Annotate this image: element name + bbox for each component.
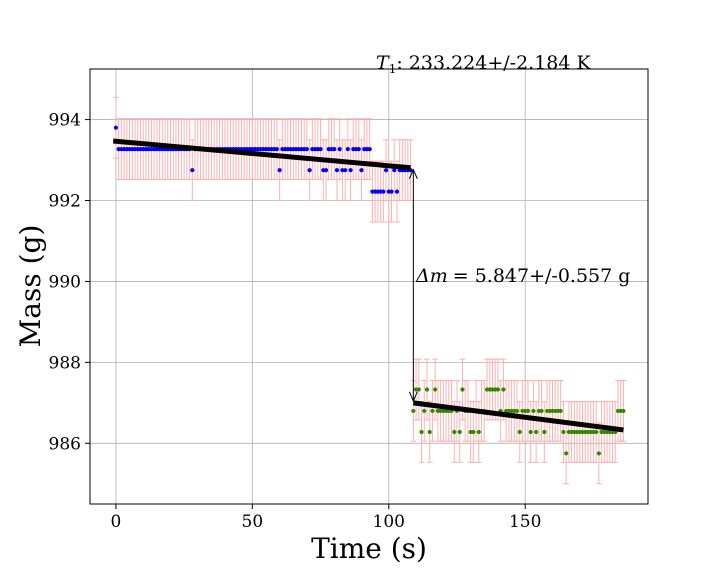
error-bars (112, 96, 627, 485)
x-tick-label: 100 (373, 512, 405, 532)
data-point-series-2 (419, 429, 424, 435)
x-axis-label: Time (s) (311, 532, 427, 565)
data-point-series-2 (422, 408, 427, 414)
data-point-series-2 (517, 429, 522, 435)
data-point-series-1 (345, 147, 350, 152)
data-point-series-2 (424, 387, 430, 392)
data-point-series-2 (427, 429, 432, 435)
temperature-subscript: 1 (389, 62, 397, 76)
data-point-series-1 (277, 168, 282, 173)
data-point-series-1 (348, 168, 353, 173)
data-point-series-2 (525, 408, 531, 414)
fit-line (112, 138, 411, 171)
data-point-series-1 (337, 147, 342, 152)
temperature-value: : 233.224+/-2.184 K (396, 52, 591, 74)
data-point-series-2 (416, 387, 421, 392)
plot-frame (89, 68, 649, 505)
data-point-series-1 (367, 147, 372, 152)
delta-arrow (408, 168, 418, 403)
data-point-series-2 (471, 429, 476, 435)
data-point-series-1 (343, 168, 348, 173)
data-point-series-2 (430, 408, 435, 414)
x-tick-label: 150 (509, 512, 541, 532)
x-axis-ticks: 0 50 100 150 (111, 504, 541, 532)
x-tick-label: 0 (111, 512, 122, 532)
data-point-series-2 (495, 387, 501, 392)
data-point-series-2 (476, 429, 481, 435)
data-point-series-1 (334, 168, 340, 173)
data-point-series-1 (359, 168, 364, 173)
delta-m-symbol: Δm (415, 265, 448, 287)
data-point-series-1 (113, 125, 119, 130)
data-point-series-2 (564, 451, 569, 456)
data-point-series-2 (514, 408, 520, 414)
data-point-series-1 (274, 147, 280, 152)
data-point-series-2 (528, 429, 533, 435)
delta-arrow-head-top (408, 168, 418, 179)
data-point-series-1 (318, 147, 323, 152)
fit-lines (112, 138, 624, 433)
y-axis-ticks: 986 988 990 992 994 (49, 111, 90, 454)
data-point-series-1 (356, 147, 361, 152)
data-point-series-1 (394, 189, 400, 194)
temperature-symbol: T (376, 52, 390, 74)
data-point-series-1 (323, 168, 329, 173)
data-point-series-2 (539, 408, 544, 414)
y-axis-label: Mass (g) (14, 225, 47, 348)
y-tick-label: 994 (49, 111, 81, 131)
data-point-series-1 (389, 189, 394, 194)
data-point-series-2 (452, 429, 457, 435)
data-point-series-1 (190, 168, 195, 173)
delta-arrow-head-bottom (408, 391, 418, 403)
data-point-series-1 (332, 147, 337, 152)
y-tick-label: 986 (49, 434, 81, 454)
data-point-series-1 (381, 189, 386, 194)
data-point-series-2 (594, 429, 599, 435)
delta-m-annotation: Δm = 5.847+/-0.557 g (415, 265, 630, 287)
data-point-series-2 (531, 408, 536, 414)
data-point-series-2 (621, 408, 626, 414)
temperature-annotation: T1: 233.224+/-2.184 K (376, 52, 592, 76)
data-point-series-2 (558, 408, 563, 414)
data-point-series-1 (304, 147, 310, 152)
data-point-series-2 (457, 429, 462, 435)
data-point-series-1 (392, 168, 397, 173)
fit-line (413, 400, 624, 433)
data-point-series-2 (534, 429, 539, 435)
y-tick-label: 988 (49, 353, 81, 373)
x-tick-label: 50 (242, 512, 264, 532)
delta-m-value: = 5.847+/-0.557 g (453, 265, 631, 287)
y-tick-label: 992 (49, 192, 81, 212)
data-point-series-2 (433, 387, 438, 392)
data-point-series-2 (596, 451, 601, 456)
data-point-series-2 (542, 429, 547, 435)
data-point-series-1 (383, 168, 389, 173)
data-point-series-2 (561, 429, 566, 435)
data-point-series-1 (307, 168, 312, 173)
data-point-series-2 (460, 387, 465, 392)
data-point-series-2 (411, 408, 416, 414)
y-tick-label: 990 (49, 272, 81, 292)
data-point-series-2 (501, 387, 506, 392)
